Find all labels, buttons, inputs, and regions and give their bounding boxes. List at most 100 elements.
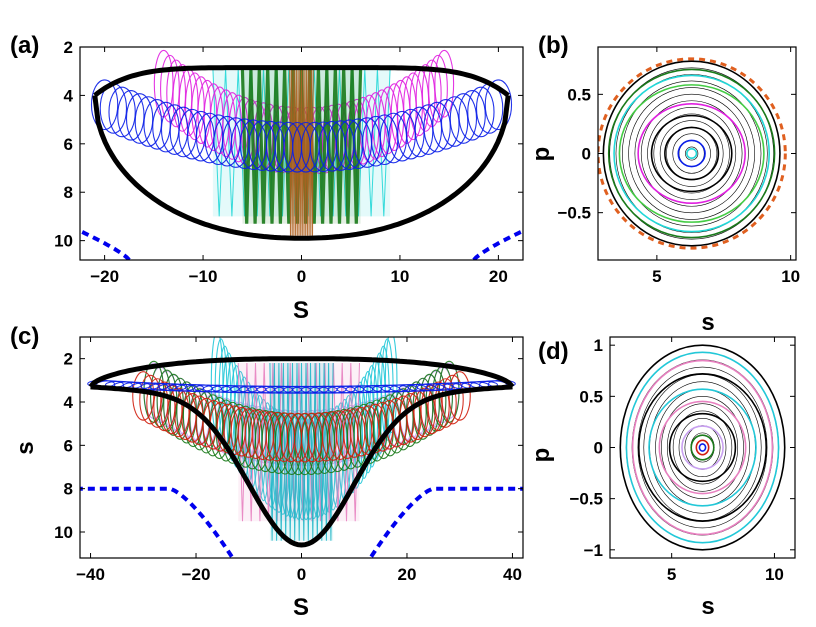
a-xtick-label: 10: [390, 267, 409, 286]
c-orbit-loop: [413, 387, 436, 438]
c-ytick-label: 6: [64, 436, 73, 455]
c-xtick-label: −20: [182, 565, 211, 584]
a-dashed-curve-right: [472, 229, 523, 260]
d-ring: [637, 373, 768, 522]
d-xtick-label: 10: [765, 565, 784, 584]
c-orbit-loop: [139, 374, 162, 425]
panel-label-d: (d): [538, 338, 569, 365]
d-background-ring: [690, 432, 715, 463]
b-background-ring: [640, 100, 743, 207]
a-orbit-loop: [467, 86, 495, 138]
c-ytick-label: 4: [64, 393, 74, 412]
a-orbit-blue: [90, 79, 513, 173]
b-ring: [607, 68, 776, 239]
c-orbit-loop: [441, 374, 464, 425]
c-dashed-curve-right: [367, 486, 523, 558]
c-orbit-loop: [434, 378, 457, 428]
b-ring: [618, 84, 765, 223]
d-ytick-label: 1: [594, 336, 603, 355]
c-ytick-label: 8: [64, 480, 73, 499]
d-ytick-label: −0.5: [569, 490, 603, 509]
panel-a-xlabel: S: [293, 297, 309, 324]
a-xtick-label: −20: [90, 267, 119, 286]
c-orbit-trace: [269, 362, 334, 541]
b-ytick-label: −0.5: [557, 204, 591, 223]
b-background-ring: [634, 93, 749, 214]
d-ring: [631, 359, 774, 536]
a-ytick-label: 10: [54, 232, 73, 251]
d-background-ring: [672, 410, 733, 485]
a-orbit-loop: [125, 93, 154, 144]
d-ring: [668, 412, 737, 483]
b-background-ring: [685, 146, 699, 161]
panel-c: (c) −40 −20 0 20 40 2 4 6 8 10 S s: [10, 323, 524, 621]
d-ytick-label: −1: [584, 541, 603, 560]
d-background-ring: [619, 344, 786, 551]
a-orbit-loop: [134, 96, 163, 147]
a-orbit-loop: [484, 79, 513, 131]
b-ring: [686, 147, 698, 160]
b-background-ring: [603, 60, 781, 247]
d-background-ring: [684, 425, 721, 470]
c-orbit-loop: [146, 378, 169, 428]
panel-a: (a) −20 −10 0 10 20 2 4 6 8 10 S: [10, 32, 524, 324]
a-ytick-label: 4: [64, 86, 74, 105]
c-orbit-loop: [132, 371, 155, 421]
a-orbit-loop: [143, 99, 171, 150]
d-ring: [648, 388, 757, 507]
c-orbit-loop: [448, 371, 471, 421]
a-orbit-loop: [166, 59, 187, 128]
b-background-ring: [621, 80, 762, 227]
c-xtick-label: 20: [398, 565, 417, 584]
panel-a-ticks: −20 −10 0 10 20 2 4 6 8 10: [54, 38, 523, 286]
b-background-ring: [659, 120, 724, 187]
c-xtick-label: −40: [76, 565, 105, 584]
b-ytick-label: 0: [582, 145, 591, 164]
a-orbit-loop: [458, 89, 486, 141]
b-ring: [677, 139, 706, 168]
a-orbit-loop: [108, 86, 136, 138]
panel-b-ticks: 5 10 0.5 0 −0.5: [557, 47, 800, 286]
d-ring: [698, 443, 707, 452]
b-ring: [637, 103, 746, 205]
a-xtick-label: 20: [489, 267, 508, 286]
d-ytick-label: 0.5: [579, 387, 603, 406]
c-boundary-bottom: [90, 384, 513, 548]
b-ytick-label: 0.5: [567, 85, 591, 104]
c-xtick-label: 0: [297, 565, 306, 584]
a-xtick-label: 0: [297, 267, 306, 286]
a-ytick-label: 6: [64, 135, 73, 154]
a-dashed-curve-left: [80, 229, 131, 260]
d-ring: [658, 400, 747, 495]
panel-b-plot-area: [598, 57, 787, 250]
a-orbit-loop: [414, 104, 443, 155]
a-orbit-loop: [434, 49, 455, 118]
panel-d-plot-area: [619, 344, 786, 551]
d-xtick-label: 5: [667, 565, 676, 584]
d-ring: [690, 434, 715, 461]
panel-d-ylabel: p: [528, 448, 555, 463]
panel-c-ticks: −40 −20 0 20 40 2 4 6 8 10: [54, 337, 523, 584]
panel-b-xlabel: s: [701, 309, 714, 336]
c-orbit-trace: [237, 362, 360, 522]
a-orbit-loop: [440, 96, 469, 147]
a-orbit-loop: [117, 89, 145, 141]
d-background-ring: [666, 403, 739, 492]
panel-b: (b) 5 10 0.5 0 −0.5 s p: [528, 32, 800, 336]
c-ytick-label: 10: [54, 523, 73, 542]
c-orbit-loop: [427, 381, 450, 432]
b-ring: [650, 114, 733, 193]
d-ring: [625, 351, 780, 544]
a-ytick-label: 8: [64, 183, 73, 202]
b-background-ring: [666, 126, 718, 181]
b-ring: [613, 74, 771, 233]
a-orbit-loop: [449, 93, 478, 144]
b-background-ring: [615, 74, 768, 233]
a-orbit-loop: [409, 68, 430, 137]
c-orbit-loop: [153, 381, 176, 432]
b-background-ring: [609, 67, 774, 240]
panel-d-ticks: 5 10 1 0.5 0 −0.5 −1: [569, 336, 795, 584]
b-ring: [598, 57, 787, 250]
panel-b-ylabel: p: [528, 147, 555, 162]
